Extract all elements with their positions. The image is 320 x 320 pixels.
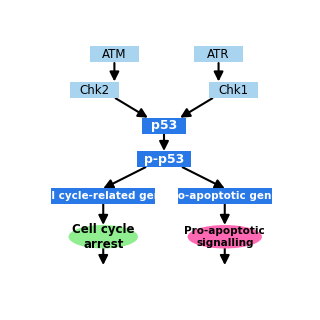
Text: Cell cycle-related genes: Cell cycle-related genes bbox=[33, 191, 174, 201]
FancyBboxPatch shape bbox=[70, 82, 119, 98]
FancyBboxPatch shape bbox=[51, 188, 155, 204]
Text: ATM: ATM bbox=[102, 48, 127, 61]
Text: p53: p53 bbox=[151, 119, 177, 132]
FancyBboxPatch shape bbox=[90, 46, 139, 62]
Text: ATR: ATR bbox=[207, 48, 230, 61]
Text: Cell cycle
arrest: Cell cycle arrest bbox=[72, 223, 134, 251]
Text: Pro-apoptotic
signalling: Pro-apoptotic signalling bbox=[184, 226, 265, 248]
Ellipse shape bbox=[68, 225, 138, 248]
Text: p-p53: p-p53 bbox=[144, 153, 184, 166]
FancyBboxPatch shape bbox=[194, 46, 244, 62]
Text: Chk1: Chk1 bbox=[218, 84, 249, 97]
FancyBboxPatch shape bbox=[137, 151, 191, 167]
Text: Chk2: Chk2 bbox=[79, 84, 110, 97]
Text: Pro-apoptotic genes: Pro-apoptotic genes bbox=[165, 191, 284, 201]
Ellipse shape bbox=[188, 225, 262, 248]
FancyBboxPatch shape bbox=[209, 82, 258, 98]
FancyBboxPatch shape bbox=[142, 118, 186, 134]
FancyBboxPatch shape bbox=[178, 188, 272, 204]
